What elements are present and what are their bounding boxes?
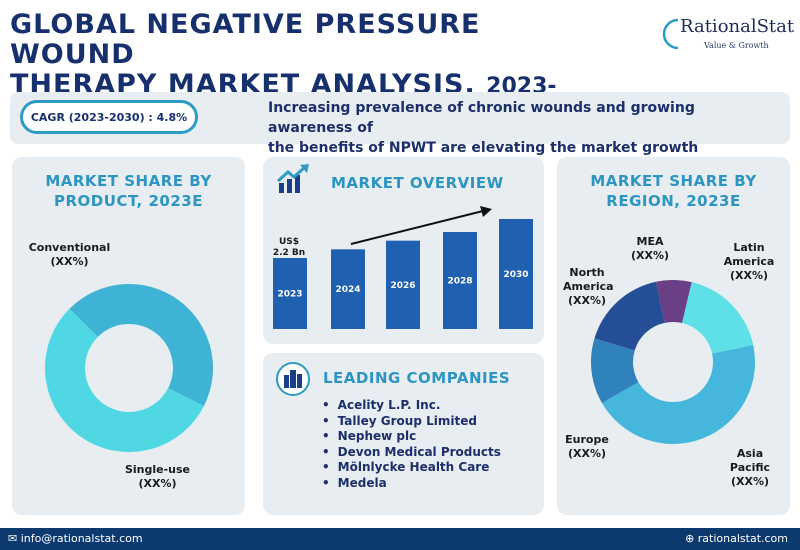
footer-website[interactable]: ⊕ rationalstat.com <box>685 532 788 545</box>
single-use-label: Single-use (XX%) <box>110 463 205 491</box>
footer-bar: ✉ info@rationalstat.com ⊕ rationalstat.c… <box>0 528 800 550</box>
region-panel-title: MARKET SHARE BY REGION, 2023E <box>557 171 790 211</box>
companies-title: LEADING COMPANIES <box>323 369 511 387</box>
region-slice-north-america <box>594 281 665 351</box>
company-item: Talley Group Limited <box>322 414 501 430</box>
base-value-currency: US$ <box>278 237 300 247</box>
latin-america-label: Latin America (XX%) <box>715 241 783 283</box>
product-panel-title: MARKET SHARE BY PRODUCT, 2023E <box>12 171 245 211</box>
bar-label-2023: 2023 <box>277 290 302 300</box>
trend-arrow-line <box>350 210 484 245</box>
logo-tagline: Value & Growth <box>704 41 769 50</box>
base-value-label: US$ 2.2 Bn <box>268 237 310 259</box>
email-icon: ✉ <box>8 532 18 545</box>
product-title-line-2: PRODUCT, 2023E <box>54 192 203 210</box>
bar-label-2028: 2028 <box>447 277 472 287</box>
logo-name: RationalStat <box>680 16 795 37</box>
bar-label-2026: 2026 <box>390 281 415 291</box>
conventional-label: Conventional (XX%) <box>22 241 117 269</box>
single-use-value: (XX%) <box>138 477 177 490</box>
market-overview-bar-chart: 2023 2024 2026 2028 2030 <box>273 206 533 329</box>
product-donut-chart <box>45 284 213 452</box>
product-title-line-1: MARKET SHARE BY <box>45 172 212 190</box>
north-america-name: North America <box>563 266 614 293</box>
region-slice-europe <box>591 338 639 403</box>
bar-2028 <box>443 232 477 329</box>
growth-chart-icon <box>276 164 309 193</box>
title-line-1: GLOBAL NEGATIVE PRESSURE WOUND <box>10 9 481 70</box>
bar-2024 <box>331 249 365 329</box>
banner-text: Increasing prevalence of chronic wounds … <box>268 98 778 158</box>
globe-icon: ⊕ <box>685 532 695 545</box>
company-item: Medela <box>322 476 501 492</box>
email-text: info@rationalstat.com <box>20 532 143 545</box>
company-item: Nephew plc <box>322 429 501 445</box>
latin-america-name: Latin America <box>723 241 775 268</box>
overview-title: MARKET OVERVIEW <box>331 174 504 192</box>
region-title-line-1: MARKET SHARE BY <box>590 172 757 190</box>
company-item: Mölnlycke Health Care <box>322 460 501 476</box>
region-donut-chart <box>591 280 755 444</box>
mea-name: MEA <box>636 235 664 248</box>
trend-arrow-head <box>480 206 492 217</box>
banner-line-1: Increasing prevalence of chronic wounds … <box>268 100 695 136</box>
footer-email[interactable]: ✉ info@rationalstat.com <box>8 532 143 545</box>
north-america-value: (XX%) <box>567 294 607 307</box>
bar-2026 <box>386 240 420 329</box>
company-item: Acelity L.P. Inc. <box>322 398 501 414</box>
region-title-line-2: REGION, 2023E <box>606 192 741 210</box>
website-text: rationalstat.com <box>697 532 788 545</box>
mea-value: (XX%) <box>630 249 670 262</box>
company-item: Devon Medical Products <box>322 445 501 461</box>
rationalstat-logo: RationalStat Value & Growth <box>660 16 795 60</box>
base-value-amount: 2.2 Bn <box>272 248 306 258</box>
conventional-name: Conventional <box>28 241 111 254</box>
asia-pacific-name: Asia Pacific <box>729 447 771 474</box>
buildings-icon <box>276 362 310 396</box>
bar-label-2024: 2024 <box>335 285 360 295</box>
latin-america-value: (XX%) <box>729 269 769 282</box>
logo-icon <box>662 18 679 50</box>
europe-label: Europe (XX%) <box>562 433 612 461</box>
cagr-badge: CAGR (2023-2030) : 4.8% <box>20 100 198 134</box>
conventional-value: (XX%) <box>50 255 89 268</box>
asia-pacific-value: (XX%) <box>730 475 770 488</box>
bar-2030 <box>499 219 533 329</box>
banner-line-2: the benefits of NPWT are elevating the m… <box>268 140 699 156</box>
bar-label-2030: 2030 <box>503 270 528 280</box>
companies-list: Acelity L.P. Inc. Talley Group Limited N… <box>322 398 501 491</box>
north-america-label: North America (XX%) <box>563 266 614 308</box>
bar-2023 <box>273 258 307 329</box>
product-slice-single-use <box>69 284 213 407</box>
single-use-name: Single-use <box>124 463 191 476</box>
europe-name: Europe <box>565 433 609 446</box>
asia-pacific-label: Asia Pacific (XX%) <box>725 447 775 489</box>
europe-value: (XX%) <box>567 447 607 460</box>
product-slice-conventional <box>45 308 204 452</box>
mea-label: MEA (XX%) <box>625 235 675 263</box>
region-slice-asia-pacific <box>601 344 755 444</box>
region-slice-latin-america <box>682 282 754 354</box>
region-slice-mea <box>655 280 692 324</box>
summary-banner: CAGR (2023-2030) : 4.8% Increasing preva… <box>10 92 790 156</box>
